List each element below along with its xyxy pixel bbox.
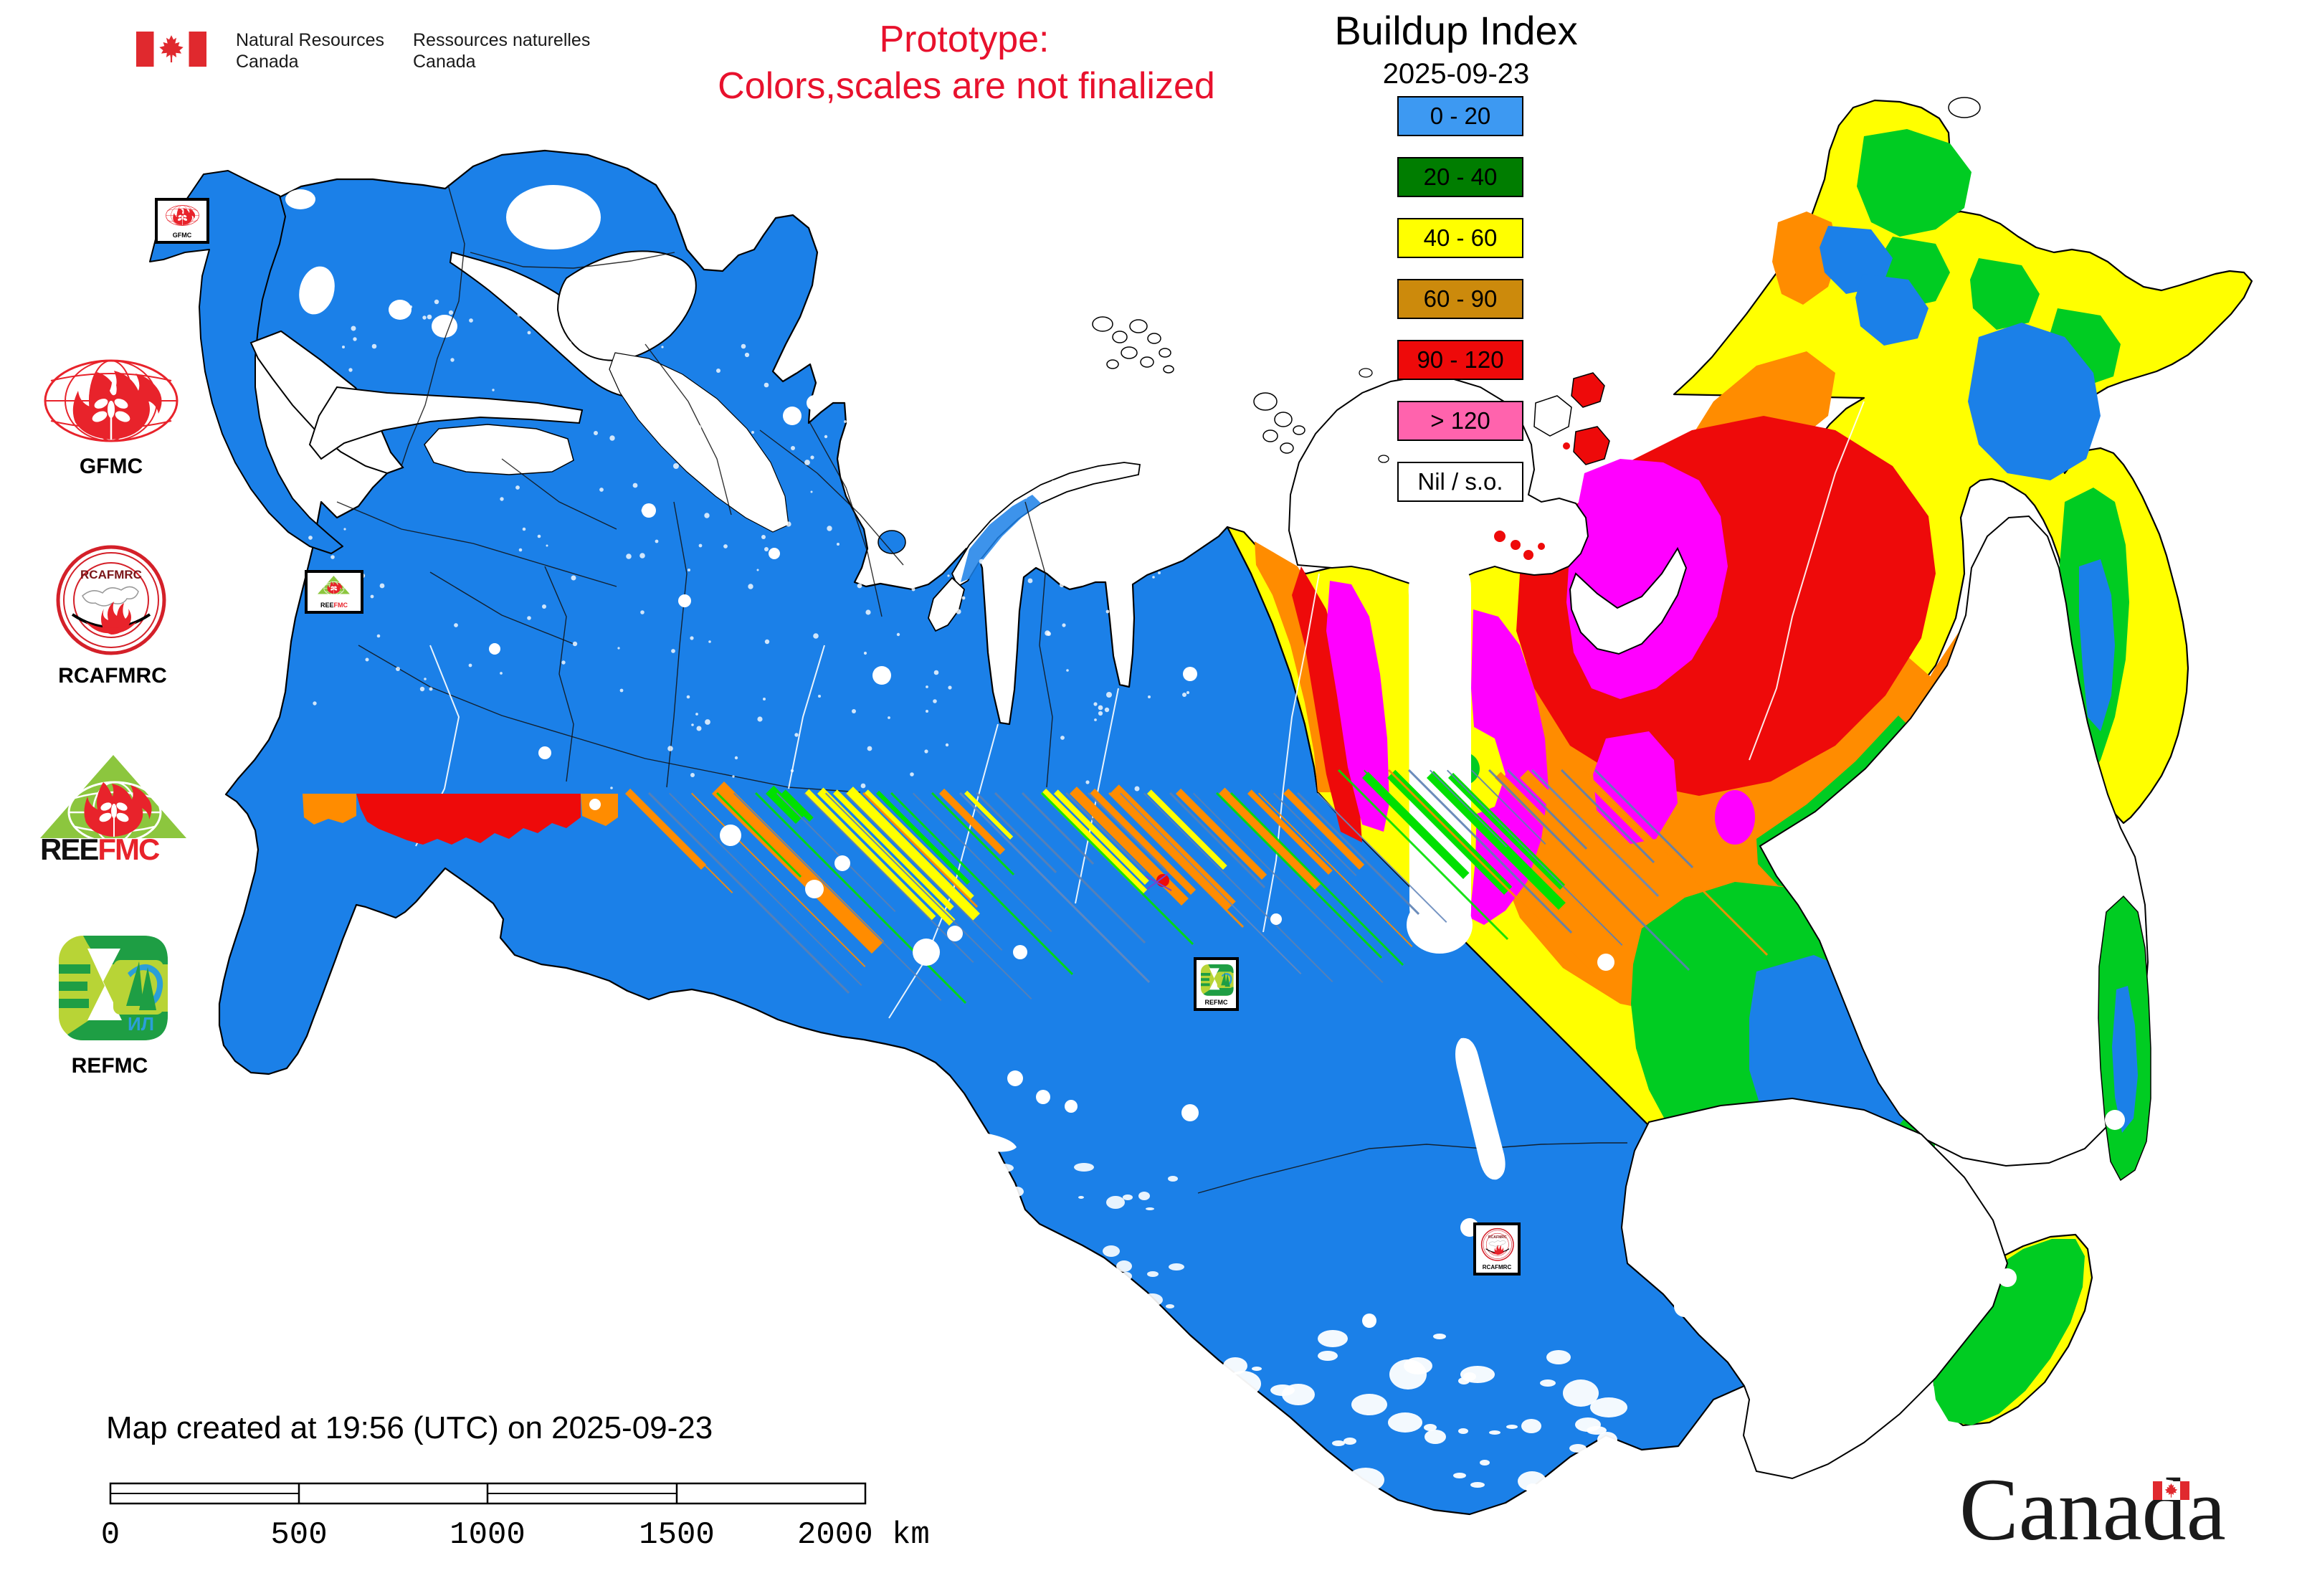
svg-text:40 - 60: 40 - 60: [1424, 224, 1498, 251]
svg-text:REFMC: REFMC: [72, 1054, 148, 1078]
svg-text:2000 km: 2000 km: [797, 1517, 930, 1553]
svg-text:2025-09-23: 2025-09-23: [1383, 58, 1530, 90]
svg-text:RCAFMRC: RCAFMRC: [58, 664, 167, 688]
svg-text:RCAFMRC: RCAFMRC: [1488, 1235, 1507, 1240]
svg-text:Canada: Canada: [236, 52, 299, 72]
svg-text:20 - 40: 20 - 40: [1424, 163, 1498, 190]
svg-text:Map created at 19:56 (UTC) on: Map created at 19:56 (UTC) on 2025-09-23: [106, 1410, 713, 1445]
svg-text:0 - 20: 0 - 20: [1430, 103, 1490, 129]
svg-text:Colors,scales are not finalize: Colors,scales are not finalized: [718, 65, 1215, 107]
svg-text:1500: 1500: [639, 1517, 715, 1553]
svg-text:Canada: Canada: [1959, 1460, 2226, 1559]
svg-text:60 - 90: 60 - 90: [1424, 285, 1498, 312]
svg-text:REEFMC: REEFMC: [320, 602, 348, 609]
svg-text:Buildup Index: Buildup Index: [1334, 8, 1577, 53]
svg-text:REEFMC: REEFMC: [40, 832, 160, 866]
svg-text:Canada: Canada: [413, 52, 476, 72]
svg-text:RCAFMRC: RCAFMRC: [80, 568, 142, 581]
svg-text:REFMC: REFMC: [1205, 999, 1228, 1006]
svg-text:Ressources naturelles: Ressources naturelles: [413, 30, 590, 50]
svg-text:GFMC: GFMC: [173, 232, 192, 239]
svg-text:500: 500: [270, 1517, 327, 1553]
svg-text:0: 0: [101, 1517, 120, 1553]
svg-text:Nil / s.o.: Nil / s.o.: [1417, 468, 1503, 495]
svg-text:GFMC: GFMC: [80, 455, 143, 478]
svg-text:Prototype:: Prototype:: [879, 19, 1049, 60]
svg-text:ИЛ: ИЛ: [128, 1013, 154, 1035]
svg-text:RCAFMRC: RCAFMRC: [1483, 1264, 1512, 1270]
svg-text:> 120: > 120: [1430, 407, 1490, 434]
svg-text:1000: 1000: [450, 1517, 525, 1553]
svg-text:Natural Resources: Natural Resources: [236, 30, 384, 50]
svg-text:90 - 120: 90 - 120: [1417, 346, 1503, 373]
